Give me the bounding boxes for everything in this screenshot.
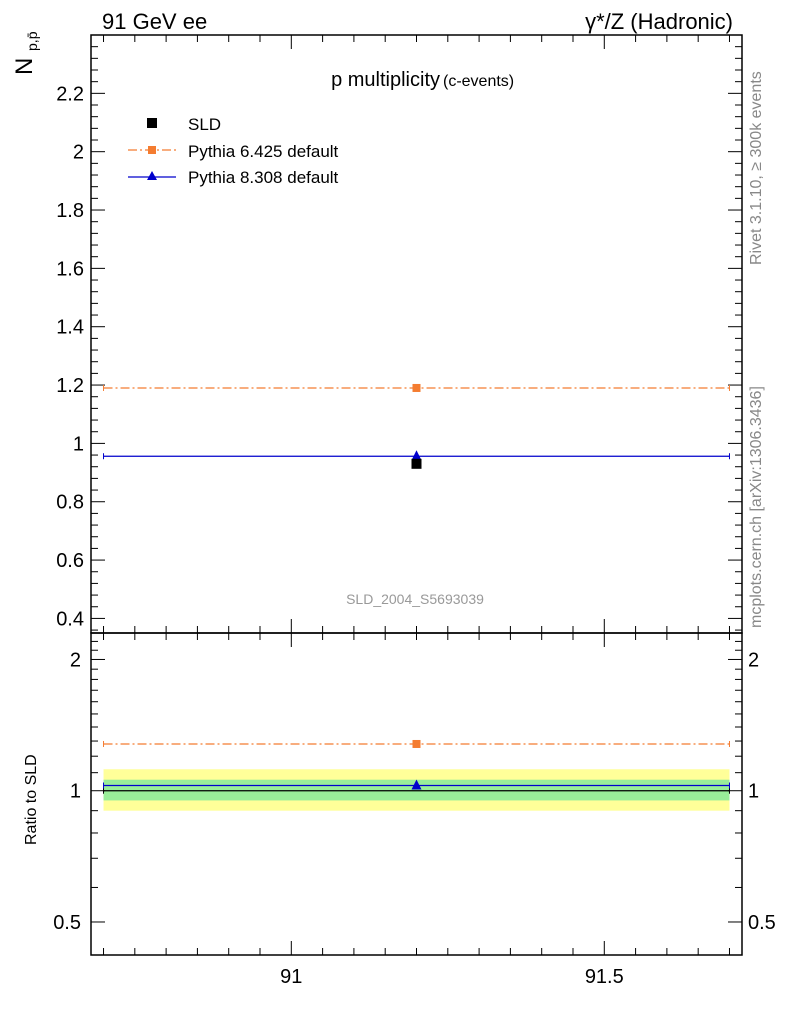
ratio-x-tick-label: 91 (280, 966, 302, 988)
legend-pythia6-label: Pythia 6.425 default (188, 142, 339, 161)
ratio-pythia8-marker (411, 779, 422, 790)
analysis-watermark: SLD_2004_S5693039 (346, 591, 484, 607)
ratio-y-tick-label-left: 2 (70, 649, 81, 671)
main-y-tick-label: 1.8 (56, 200, 84, 222)
ratio-y-tick-label-right: 2 (748, 649, 759, 671)
main-panel: 0.4 0.6 0.8 1 1.2 1.4 1.6 1.8 2 2.2 p multiplicit… (11, 31, 743, 634)
legend-pythia6-marker (148, 146, 156, 154)
mcplots-label: mcplots.cern.ch [arXiv:1306.3436] (748, 386, 765, 628)
ratio-y-axis: 0.5 0.5 1 1 2 2 (53, 640, 776, 934)
legend-item-pythia8: Pythia 8.308 default (128, 168, 339, 187)
legend: SLD Pythia 6.425 default Pythia 8.308 de… (128, 115, 339, 187)
main-y-tick-label: 1.4 (56, 317, 84, 339)
ratio-y-tick-label-right: 0.5 (748, 912, 776, 934)
ratio-y-tick-label-right: 1 (748, 781, 759, 803)
main-y-tick-label: 2 (73, 142, 84, 164)
legend-pythia8-label: Pythia 8.308 default (188, 168, 339, 187)
main-y-axis-label-sub: p,p̄ (24, 31, 40, 51)
rivet-label: Rivet 3.1.10, ≥ 300k events (748, 71, 765, 265)
ratio-panel: 0.5 0.5 1 1 2 2 91 91.5 Ratio to SLD (23, 632, 776, 988)
ratio-y-axis-label: Ratio to SLD (23, 754, 40, 845)
main-y-tick-label: 0.8 (56, 492, 84, 514)
main-pythia6-marker (412, 383, 421, 392)
main-title: p multiplicity (331, 69, 440, 91)
ratio-y-tick-label-left: 1 (70, 781, 81, 803)
main-x-ticks (103, 35, 730, 633)
main-y-tick-label: 2.2 (56, 83, 84, 105)
main-subtitle: (c-events) (443, 73, 514, 90)
main-pythia8-marker (411, 450, 422, 461)
ratio-series (103, 739, 730, 794)
main-y-axis-label: N p,p̄ (11, 31, 40, 75)
main-y-tick-label: 1.6 (56, 258, 84, 280)
legend-sld-label: SLD (188, 115, 221, 134)
ratio-y-tick-label-left: 0.5 (53, 912, 81, 934)
ratio-pythia6-marker (412, 739, 421, 748)
main-sld-marker (411, 458, 422, 469)
legend-item-sld: SLD (147, 115, 221, 134)
header-left: 91 GeV ee (102, 9, 207, 34)
main-series (103, 383, 730, 469)
main-y-axis-label-main: N (11, 58, 38, 75)
legend-pythia8-marker (147, 171, 157, 180)
legend-item-pythia6: Pythia 6.425 default (128, 142, 339, 161)
main-y-tick-label: 0.6 (56, 550, 84, 572)
ratio-x-tick-label: 91.5 (585, 966, 624, 988)
main-y-tick-label: 1 (73, 433, 84, 455)
main-y-tick-label: 0.4 (56, 608, 84, 630)
ratio-uncertainty-bands (103, 769, 730, 811)
ratio-x-axis: 91 91.5 (103, 633, 730, 988)
main-y-axis: 0.4 0.6 0.8 1 1.2 1.4 1.6 1.8 2 2.2 (56, 46, 742, 631)
header-right: γ*/Z (Hadronic) (585, 9, 733, 34)
legend-sld-marker (147, 118, 157, 128)
main-y-tick-label: 1.2 (56, 375, 84, 397)
